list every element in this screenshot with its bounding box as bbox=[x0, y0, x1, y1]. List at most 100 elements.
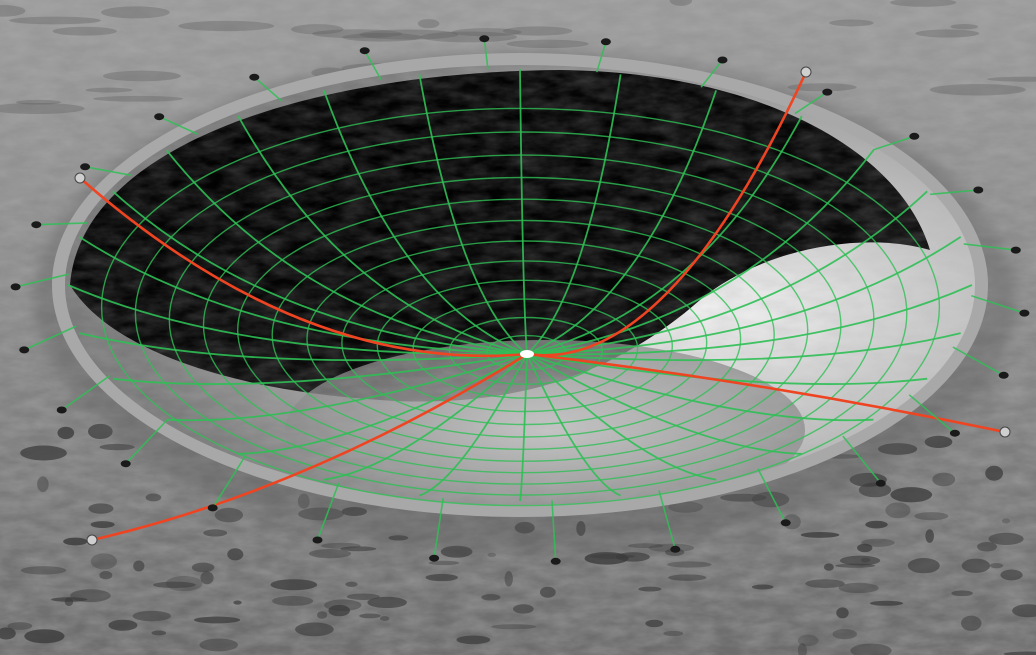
surface-shadow bbox=[838, 582, 879, 594]
surface-shadow bbox=[132, 610, 171, 622]
surface-shadow bbox=[9, 16, 101, 25]
surface-shadow bbox=[101, 6, 170, 19]
surface-shadow bbox=[836, 607, 849, 619]
anchor-tether bbox=[700, 59, 724, 88]
anchor-point bbox=[429, 554, 440, 562]
surface-shadow bbox=[861, 538, 895, 547]
surface-shadow bbox=[907, 558, 940, 574]
surface-shadow bbox=[668, 574, 707, 581]
cable-tower bbox=[999, 426, 1011, 438]
surface-shadow bbox=[502, 26, 573, 36]
anchor-point bbox=[80, 163, 91, 171]
mesh-radial-line bbox=[526, 284, 973, 356]
surface-shadow bbox=[178, 20, 275, 32]
mesh-radial-line bbox=[526, 90, 717, 355]
surface-shadow bbox=[829, 19, 874, 27]
surface-shadow bbox=[491, 624, 537, 630]
anchor-tether bbox=[872, 135, 915, 151]
mesh-ring bbox=[202, 176, 842, 474]
surface-shadow bbox=[133, 560, 145, 572]
feed-cable bbox=[79, 177, 528, 358]
feed-cable bbox=[91, 352, 528, 542]
surface-shadow bbox=[513, 604, 534, 614]
surface-shadow bbox=[950, 24, 979, 30]
anchor-point bbox=[670, 545, 681, 553]
surface-shadow bbox=[359, 29, 459, 40]
mesh-radial-line bbox=[519, 68, 528, 355]
anchor-tether bbox=[253, 76, 283, 102]
mesh-radial-line bbox=[79, 332, 528, 362]
mesh-ring bbox=[448, 316, 604, 386]
surface-shadow bbox=[312, 29, 403, 39]
anchor-tether bbox=[658, 490, 677, 550]
receiver-feed bbox=[520, 350, 534, 358]
anchor-tether bbox=[158, 115, 198, 135]
mesh-ring bbox=[412, 298, 639, 399]
surface-shadow bbox=[787, 83, 857, 92]
anchor-tether bbox=[23, 325, 77, 351]
surface-shadow bbox=[324, 599, 362, 611]
anchor-point bbox=[154, 113, 165, 121]
surface-shadow bbox=[865, 520, 888, 529]
surface-shadow bbox=[885, 502, 911, 519]
surface-shadow bbox=[797, 634, 819, 647]
surface-shadow bbox=[99, 570, 113, 580]
anchor-tether bbox=[930, 189, 979, 196]
surface-shadow bbox=[295, 622, 334, 637]
anchor-point bbox=[600, 38, 611, 46]
surface-shadow bbox=[70, 589, 111, 603]
feed-cables bbox=[74, 66, 1011, 546]
surface-shadow bbox=[367, 596, 407, 609]
anchor-tether bbox=[125, 419, 168, 465]
surface-shadow bbox=[645, 619, 664, 628]
surface-shadow bbox=[504, 570, 513, 587]
surface-shadow bbox=[977, 542, 997, 552]
surface-shadow bbox=[805, 579, 845, 589]
mesh-radial-line bbox=[238, 353, 528, 455]
surface-shadow bbox=[199, 638, 239, 652]
surface-shadow bbox=[57, 426, 75, 440]
anchor-tether bbox=[908, 394, 956, 434]
surface-shadow bbox=[914, 512, 949, 521]
anchor-point bbox=[312, 536, 323, 544]
mesh-radial-line bbox=[237, 115, 528, 355]
surface-shadow bbox=[890, 487, 933, 503]
surface-shadow bbox=[420, 31, 517, 43]
anchor-point bbox=[1019, 309, 1030, 317]
surface-shadow bbox=[929, 83, 1026, 96]
mesh-ring bbox=[134, 131, 908, 496]
surface-shadow bbox=[340, 546, 377, 552]
mesh-ring bbox=[306, 240, 742, 438]
surface-shadow bbox=[88, 503, 114, 514]
mesh-ring bbox=[168, 154, 875, 485]
surface-shadow bbox=[428, 560, 460, 566]
mesh-radial-line bbox=[526, 353, 928, 385]
surface-shadow bbox=[151, 630, 167, 636]
surface-shadow bbox=[425, 573, 458, 582]
anchor-points bbox=[10, 35, 1030, 565]
mesh-ring bbox=[100, 107, 941, 507]
anchor-tether bbox=[84, 166, 131, 176]
surface-shadow bbox=[52, 26, 117, 36]
surface-shadow bbox=[985, 465, 1004, 481]
surface-shadow bbox=[20, 566, 67, 575]
surface-shadow bbox=[951, 590, 973, 597]
surface-shadow bbox=[108, 619, 138, 631]
anchor-tether bbox=[36, 222, 88, 226]
anchor-point bbox=[207, 504, 218, 512]
surface-shadow bbox=[751, 584, 774, 590]
surface-shadow bbox=[832, 629, 857, 640]
surface-shadow bbox=[93, 95, 184, 102]
surface-shadow bbox=[986, 76, 1036, 82]
surface-shadow bbox=[1012, 604, 1036, 618]
anchor-tether bbox=[316, 482, 340, 541]
surface-shadow bbox=[7, 622, 33, 630]
anchor-point bbox=[19, 346, 30, 354]
surface-shadow bbox=[800, 532, 840, 538]
anchor-point bbox=[120, 460, 131, 468]
surface-shadow bbox=[638, 586, 662, 592]
surface-shadow bbox=[346, 593, 380, 601]
surface-shadow bbox=[0, 102, 85, 115]
surface-shadow bbox=[63, 537, 88, 546]
surface-shadow bbox=[290, 24, 344, 35]
